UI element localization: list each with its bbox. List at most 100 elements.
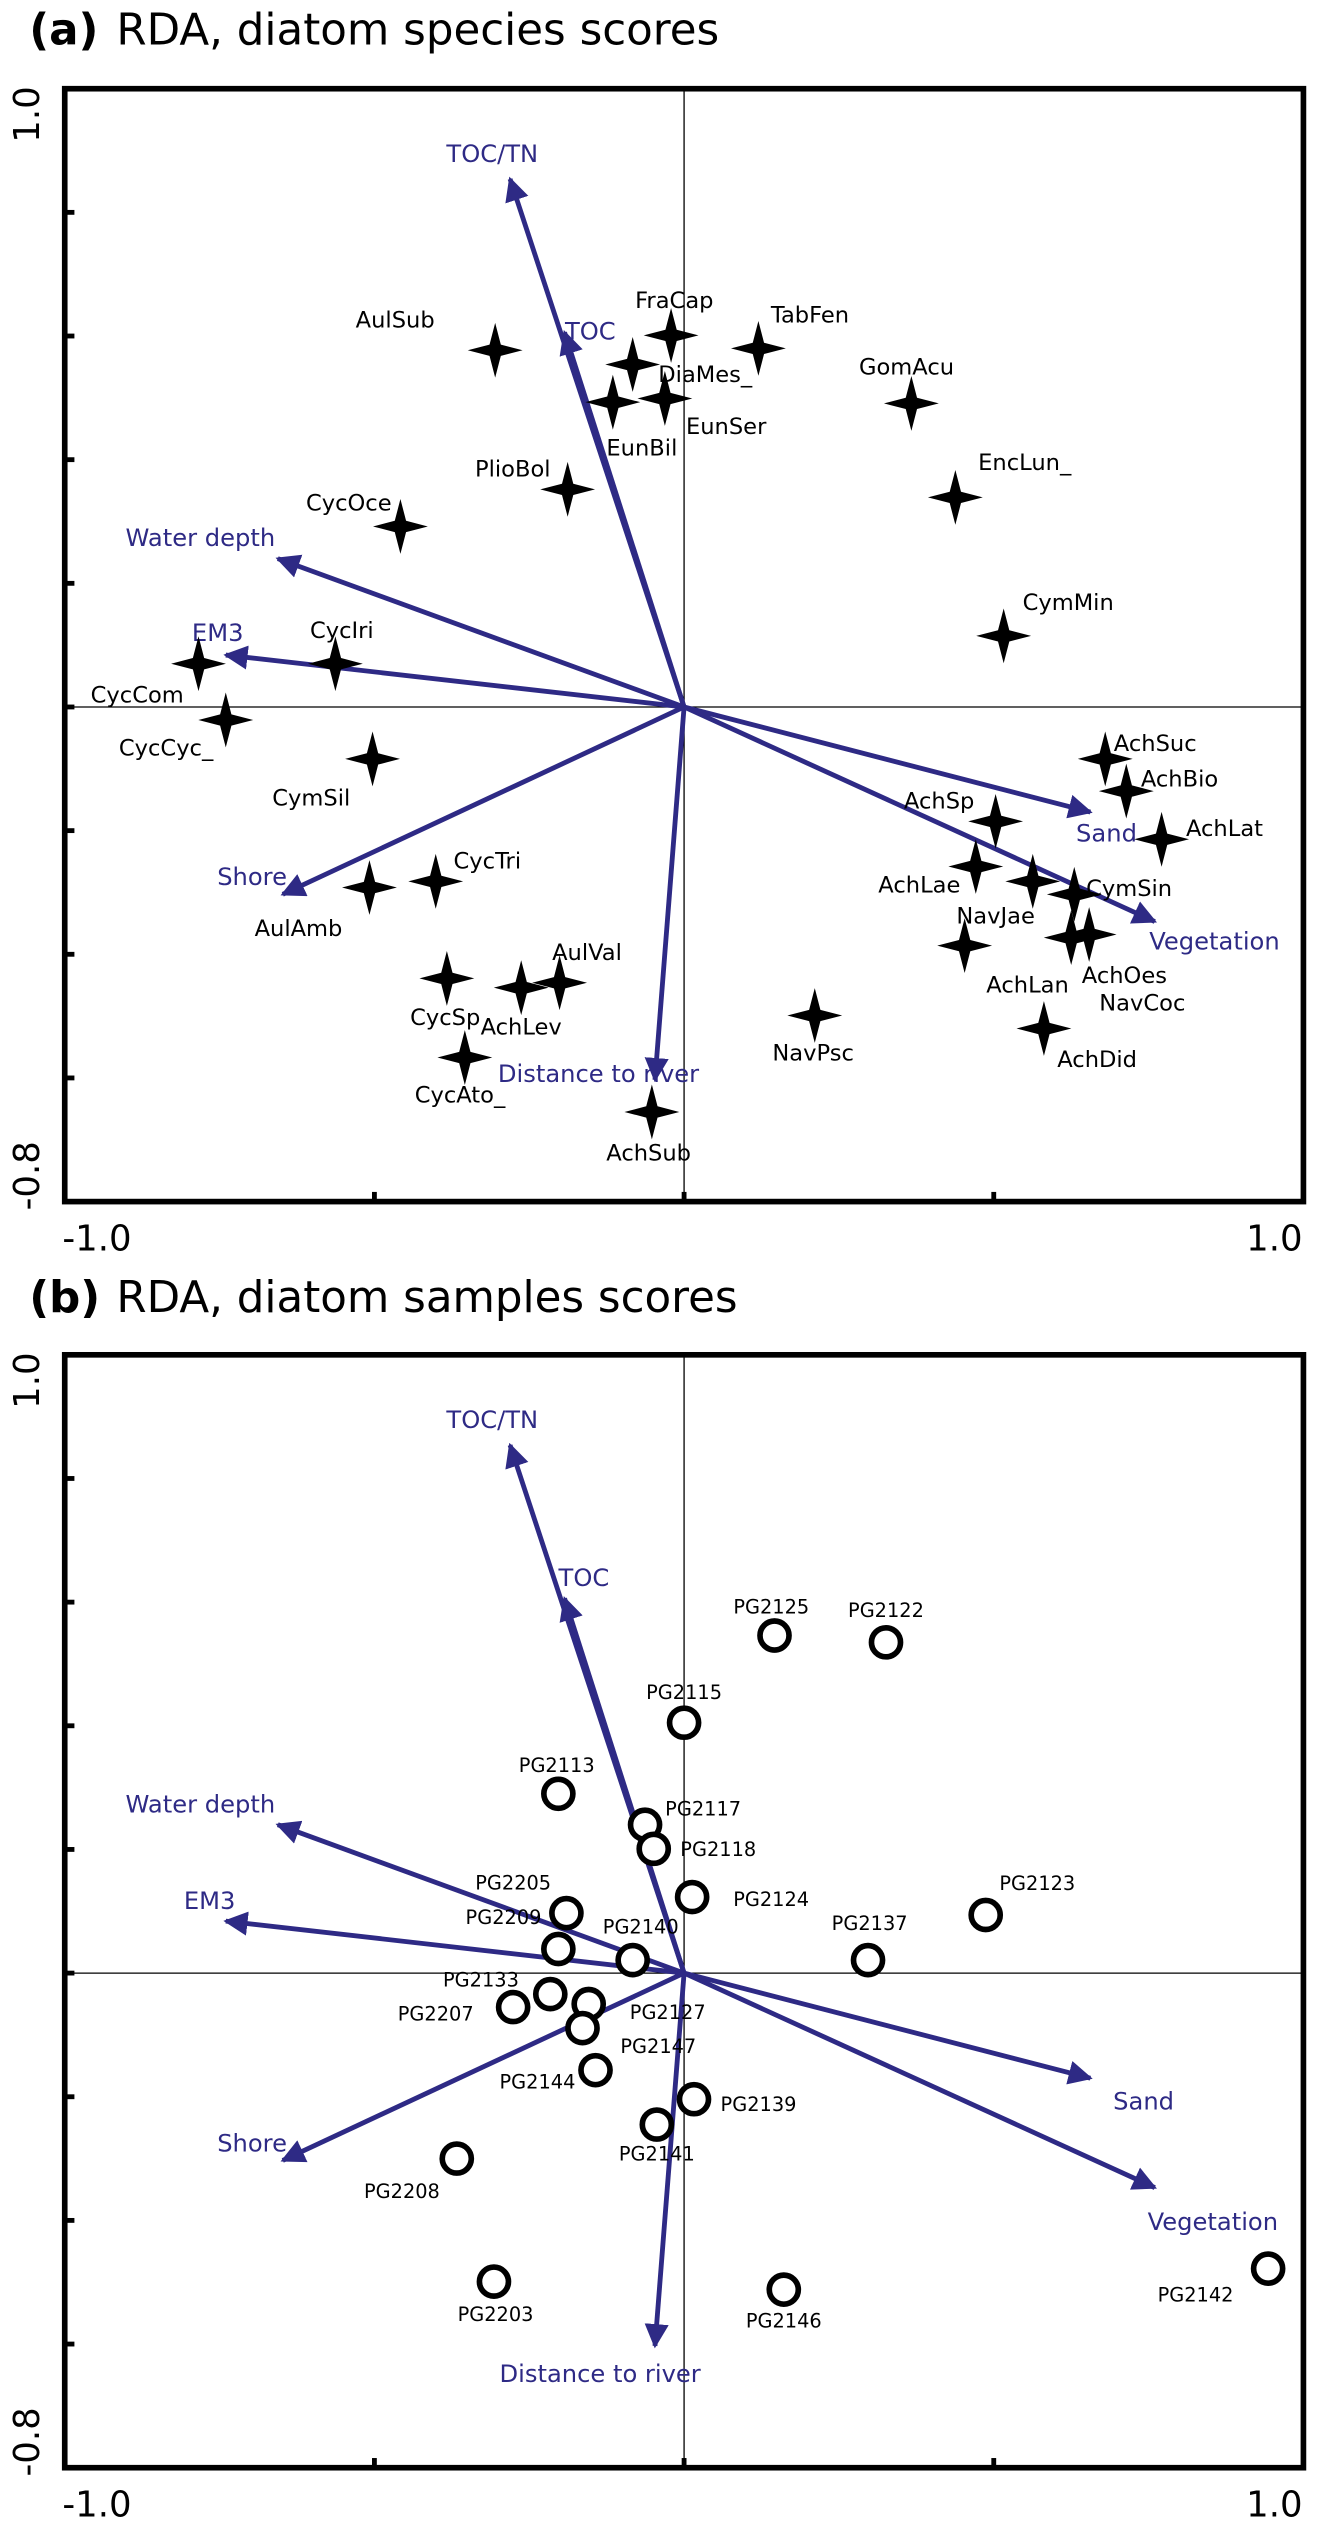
point-label: PG2115	[646, 1681, 722, 1704]
point-label: CycOce	[306, 490, 392, 516]
point-label: PG2137	[832, 1912, 908, 1935]
point-label: PG2113	[519, 1754, 595, 1777]
species-point	[437, 1030, 493, 1085]
sample-point	[766, 2272, 802, 2307]
sample-point	[615, 1942, 651, 1978]
chart-title: RDA, diatom samples scores	[116, 1273, 737, 1323]
species-point	[540, 461, 596, 517]
point-label: CycAto_	[415, 1083, 506, 1109]
species-point	[585, 374, 641, 430]
sample-point	[541, 1931, 576, 1967]
env-arrow	[559, 1596, 687, 1974]
point-label: DiaMes_	[658, 362, 753, 388]
point-label: EncLun_	[978, 450, 1072, 476]
species-point	[1046, 866, 1102, 922]
point-label: AchDid	[1057, 1047, 1137, 1073]
point-label: PG2125	[733, 1596, 809, 1619]
species-point	[605, 337, 661, 392]
sample-point	[1250, 2251, 1286, 2286]
x-tick-label: 1.0	[1246, 2484, 1302, 2525]
sample-point	[850, 1942, 886, 1978]
species-point	[345, 731, 400, 787]
species-point	[419, 950, 475, 1006]
species-point	[927, 469, 983, 525]
point-label: AchBio	[1141, 766, 1218, 792]
species-point	[730, 320, 786, 376]
species-point	[171, 636, 226, 692]
species-point	[1134, 811, 1190, 867]
sample-point	[868, 1624, 904, 1660]
point-label: PG2142	[1158, 2284, 1234, 2307]
point-label: CymSil	[272, 786, 350, 812]
sample-point	[639, 2107, 675, 2142]
env-arrow	[644, 1972, 687, 2349]
point-label: TabFen	[770, 303, 849, 329]
point-label: PG2141	[619, 2143, 695, 2166]
env-arrow	[280, 1970, 686, 2163]
point-label: CymMin	[1023, 590, 1114, 616]
y-tick-label: 1.0	[7, 1352, 48, 1408]
arrow-label: Distance to river	[500, 2360, 701, 2388]
species-point	[373, 499, 428, 554]
species-point	[1043, 910, 1099, 966]
point-label: NavPsc	[772, 1041, 853, 1067]
arrow-label: Vegetation	[1149, 927, 1279, 955]
species-point	[467, 322, 523, 378]
arrow-label: Shore	[217, 863, 287, 891]
sample-point	[666, 1705, 702, 1741]
species-point	[1077, 731, 1133, 787]
env-arrow	[275, 554, 685, 710]
point-label: AchSuc	[1114, 731, 1197, 757]
sample-point	[476, 2264, 512, 2299]
arrow-label: TOC/TN	[445, 140, 538, 168]
point-label: GomAcu	[859, 354, 954, 380]
point-label: AchLan	[986, 972, 1069, 998]
point-label: PG2147	[620, 2035, 696, 2058]
point-label: AchOes	[1082, 963, 1167, 989]
x-tick-label: 1.0	[1246, 1218, 1302, 1259]
species-point	[643, 307, 699, 363]
env-arrow	[223, 645, 685, 710]
sample-point	[578, 2052, 613, 2088]
point-label: PG2146	[746, 2309, 822, 2332]
sample-point	[549, 1895, 584, 1931]
arrow-label: TOC/TN	[445, 1406, 538, 1434]
point-label: PG2144	[500, 2071, 576, 2094]
species-point	[1016, 1001, 1072, 1056]
point-label: PG2205	[475, 1872, 551, 1895]
x-tick-label: -1.0	[62, 2484, 131, 2525]
arrow-label: EM3	[184, 1887, 236, 1915]
species-point	[1005, 853, 1061, 909]
point-label: CycIri	[310, 618, 374, 644]
arrow-label: TOC	[564, 317, 616, 345]
point-label: PG2127	[630, 2001, 706, 2024]
sample-point	[968, 1897, 1004, 1933]
env-arrow	[223, 1911, 685, 1976]
species-point	[532, 955, 588, 1011]
arrow-label: Sand	[1113, 2087, 1174, 2115]
point-label: PG2139	[721, 2093, 797, 2116]
species-point	[637, 371, 693, 426]
sample-point	[541, 1776, 576, 1812]
point-label: NavJae	[956, 903, 1034, 929]
arrow-label: Shore	[217, 2129, 287, 2157]
point-label: PG2122	[848, 1599, 924, 1622]
point-label: PG2118	[680, 1838, 756, 1861]
env-arrow	[280, 704, 686, 897]
sample-point	[439, 2141, 475, 2176]
point-label: PG2117	[665, 1798, 741, 1821]
point-label: PG2208	[364, 2180, 440, 2203]
species-point	[1061, 907, 1117, 962]
point-label: PlioBol	[475, 456, 551, 482]
sample-point	[676, 2081, 712, 2117]
species-point	[948, 839, 1004, 894]
arrow-label: EM3	[192, 619, 244, 647]
point-label: CycCyc_	[119, 735, 214, 761]
species-point	[976, 608, 1032, 664]
panel-label: (a)	[29, 5, 98, 55]
point-label: CymSin	[1086, 876, 1172, 902]
species-point	[342, 860, 397, 915]
point-label: AulSub	[356, 308, 435, 334]
point-label: PG2207	[398, 2003, 474, 2026]
